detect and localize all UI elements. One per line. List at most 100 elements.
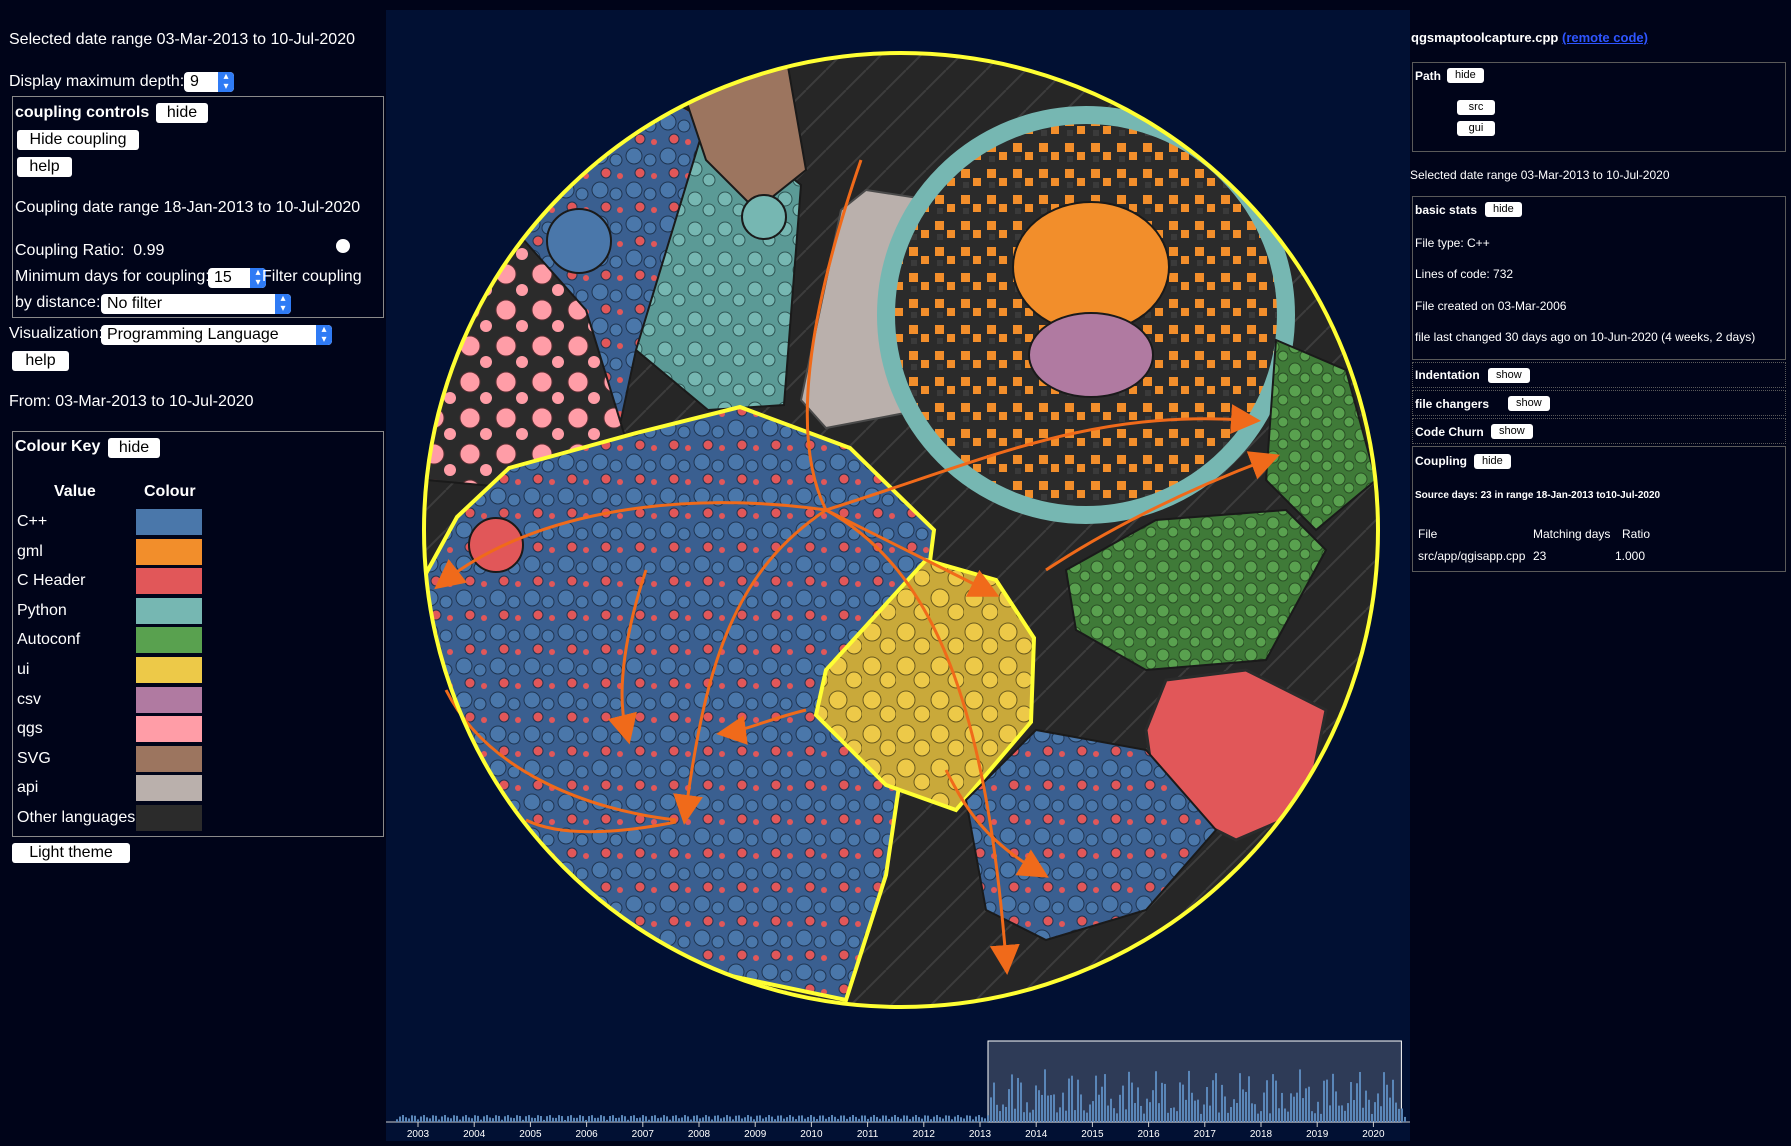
max-depth-select[interactable]: 9 ▴ ▾ <box>184 72 234 92</box>
file-changers-show-button[interactable]: show <box>1508 396 1550 411</box>
timeline-activity-bar <box>453 1115 455 1122</box>
coupling-right-hide-button[interactable]: hide <box>1474 454 1511 469</box>
timeline-activity-bar <box>1041 1094 1043 1122</box>
timeline-activity-bar <box>630 1115 632 1122</box>
timeline-activity-bar <box>1146 1098 1148 1122</box>
indentation-show-button[interactable]: show <box>1488 368 1530 383</box>
timeline-activity-bar <box>1002 1104 1004 1122</box>
key-label: C++ <box>17 513 48 530</box>
timeline-activity-bar <box>429 1118 431 1122</box>
voronoi-treemap[interactable]: 2003 2004 2005 2006 2007 2008 2009 2010 2011 2012… <box>386 10 1410 1141</box>
light-theme-button[interactable]: Light theme <box>12 843 130 863</box>
path-item-gui[interactable]: gui <box>1457 121 1495 136</box>
timeline-activity-bar <box>834 1116 836 1122</box>
timeline-activity-bar <box>1149 1102 1151 1122</box>
timeline-activity-bar <box>1236 1102 1238 1122</box>
remote-code-link[interactable]: (remote code) <box>1561 30 1648 45</box>
timeline-activity-bar <box>1008 1089 1010 1122</box>
timeline-activity-bar <box>1293 1096 1295 1122</box>
timeline-activity-bar <box>426 1117 428 1122</box>
timeline-activity-bar <box>1161 1082 1163 1122</box>
coupling-help-button[interactable]: help <box>17 157 72 177</box>
colour-key-hide-button[interactable]: hide <box>108 438 160 458</box>
timeline-activity-bar <box>519 1115 521 1122</box>
timeline-activity-bar <box>915 1115 917 1122</box>
from-date-range: From: 03-Mar-2013 to 10-Jul-2020 <box>9 393 254 410</box>
timeline-activity-bar <box>777 1115 779 1122</box>
timeline-activity-bar <box>795 1119 797 1122</box>
timeline-activity-bar <box>582 1116 584 1122</box>
timeline-activity-bar <box>399 1116 401 1122</box>
timeline-activity-bar <box>417 1119 419 1122</box>
timeline-activity-bar <box>900 1118 902 1122</box>
timeline-activity-bar <box>954 1116 956 1122</box>
min-days-stepper[interactable]: 15 ▴ ▾ <box>208 268 266 288</box>
indentation-panel <box>1412 362 1786 388</box>
coupling-ratio-slider-handle[interactable] <box>336 239 350 253</box>
visualization-area[interactable]: 2003 2004 2005 2006 2007 2008 2009 2010 2011 2012… <box>386 10 1410 1141</box>
timeline-activity-bar <box>609 1116 611 1122</box>
timeline-activity-bar <box>432 1115 434 1122</box>
timeline-activity-bar <box>603 1116 605 1122</box>
timeline-activity-bar <box>681 1117 683 1122</box>
timeline-activity-bar <box>957 1115 959 1122</box>
hide-coupling-button[interactable]: Hide coupling <box>17 130 139 150</box>
timeline-activity-bar <box>405 1117 407 1122</box>
timeline-activity-bar <box>966 1115 968 1122</box>
timeline-activity-bar <box>1212 1080 1214 1122</box>
key-label: qgs <box>17 720 43 738</box>
path-hide-button[interactable]: hide <box>1447 68 1484 83</box>
timeline-activity-bar <box>1083 1110 1085 1122</box>
timeline-activity-bar <box>1026 1102 1028 1122</box>
timeline-activity-bar <box>1377 1093 1379 1122</box>
timeline-activity-bar <box>1023 1112 1025 1122</box>
timeline-activity-bar <box>558 1115 560 1122</box>
timeline-activity-bar <box>717 1115 719 1122</box>
timeline-activity-bar <box>1188 1070 1190 1122</box>
timeline-activity-bar <box>1257 1113 1259 1122</box>
timeline-activity-bar <box>588 1116 590 1122</box>
coupling-ratio-label: Coupling Ratio: 0.99 <box>15 242 165 259</box>
timeline-year-label: 2005 <box>519 1129 542 1140</box>
timeline-activity-bar <box>1365 1090 1367 1122</box>
timeline-activity-bar <box>1134 1103 1136 1122</box>
timeline-activity-bar <box>1233 1099 1235 1122</box>
timeline-activity-bar <box>1062 1092 1064 1122</box>
timeline-activity-bar <box>1362 1107 1364 1122</box>
timeline-activity-bar <box>1209 1105 1211 1122</box>
code-churn-show-button[interactable]: show <box>1491 424 1533 439</box>
timeline-activity-bar <box>1227 1112 1229 1122</box>
basic-stats-hide-button[interactable]: hide <box>1485 202 1522 217</box>
timeline-activity-bar <box>1137 1087 1139 1122</box>
coupling-hide-button[interactable]: hide <box>156 103 208 123</box>
timeline-activity-bar <box>510 1117 512 1122</box>
filter-distance-select[interactable]: No filter ▴ ▾ <box>101 294 291 314</box>
timeline-activity-bar <box>633 1115 635 1122</box>
coupling-row-file[interactable]: src/app/qgisapp.cpp <box>1418 549 1526 563</box>
timeline-activity-bar <box>639 1117 641 1122</box>
timeline-activity-bar <box>912 1116 914 1122</box>
timeline-activity-bar <box>969 1115 971 1122</box>
timeline-activity-bar <box>1239 1073 1241 1122</box>
path-item-src[interactable]: src <box>1457 100 1495 115</box>
timeline-activity-bar <box>651 1115 653 1122</box>
timeline-activity-bar <box>1398 1108 1400 1122</box>
timeline-activity-bar <box>1266 1080 1268 1122</box>
visualization-select[interactable]: Programming Language ▴ ▾ <box>101 325 332 345</box>
timeline-activity-bar <box>876 1116 878 1122</box>
timeline-activity-bar <box>846 1118 848 1122</box>
timeline-activity-bar <box>1113 1108 1115 1122</box>
visualization-label: Visualization: <box>9 325 103 342</box>
timeline-activity-bar <box>1101 1086 1103 1122</box>
timeline-activity-bar <box>933 1116 935 1122</box>
timeline-activity-bar <box>726 1115 728 1122</box>
timeline-activity-bar <box>738 1115 740 1122</box>
timeline-activity-bar <box>780 1115 782 1122</box>
timeline-activity-bar <box>936 1115 938 1122</box>
timeline-activity-bar <box>789 1115 791 1122</box>
timeline-activity-bar <box>759 1115 761 1122</box>
timeline-activity-bar <box>474 1115 476 1122</box>
min-days-label: Minimum days for coupling: <box>15 268 210 285</box>
visualization-help-button[interactable]: help <box>12 351 69 371</box>
timeline-activity-bar <box>585 1119 587 1122</box>
